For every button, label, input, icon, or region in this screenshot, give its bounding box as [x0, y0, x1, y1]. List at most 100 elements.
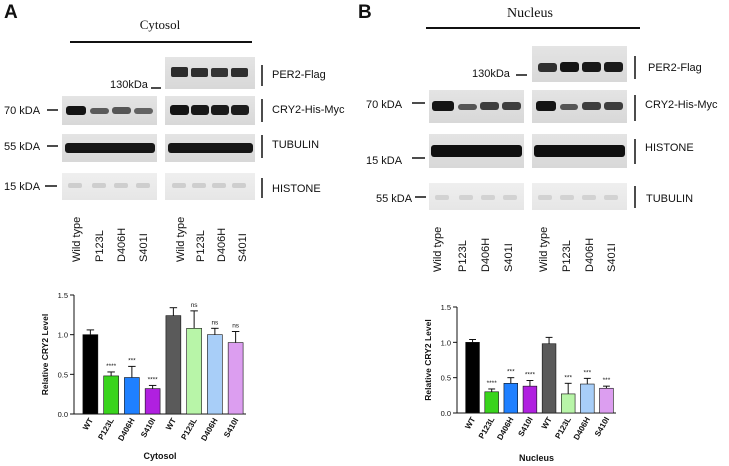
- significance-label: ***: [507, 369, 515, 376]
- significance-label: ****: [106, 363, 117, 370]
- x-tick-label: P123L: [553, 415, 573, 440]
- panel-a-cry2-label: CRY2-His-Myc: [272, 104, 345, 116]
- bar: [144, 388, 161, 415]
- panel-b-histone-label: HISTONE: [645, 142, 694, 154]
- panel-b-letter: B: [358, 2, 372, 23]
- x-tick-label: WT: [463, 415, 477, 430]
- panel-a-tubulin-bands: [65, 143, 253, 153]
- significance-label: ***: [564, 374, 572, 381]
- bar: [103, 375, 119, 415]
- x-tick-label: P123L: [477, 415, 497, 440]
- bar: [503, 383, 518, 414]
- panel-a-cry2-bands: [66, 105, 249, 115]
- panel-a-histone-label: HISTONE: [272, 183, 321, 195]
- x-axis-label: Cytosol: [143, 451, 176, 461]
- panel-b-per2-label: PER2-Flag: [648, 62, 702, 74]
- bar: [465, 342, 480, 414]
- significance-label: ***: [603, 377, 611, 384]
- x-tick-label: S410I: [516, 416, 534, 439]
- bar: [541, 343, 557, 414]
- x-tick-label: S410I: [593, 416, 611, 439]
- bar: [124, 377, 140, 415]
- panel-b-130-marker: 130kDa: [472, 68, 511, 80]
- significance-label: ns: [191, 302, 199, 309]
- significance-label: ***: [584, 369, 592, 376]
- panel-a-per2-label: PER2-Flag: [272, 69, 326, 81]
- x-tick-label: P123L: [96, 416, 116, 441]
- x-tick-label: P123L: [179, 416, 199, 441]
- panel-b-per2-bands: [538, 62, 623, 72]
- panel-b-cry2-bands: [432, 101, 623, 111]
- lane-label: P123L: [94, 230, 106, 262]
- bar: [165, 315, 182, 415]
- panel-a-15-marker: 15 kDA: [4, 181, 41, 193]
- significance-label: ns: [232, 322, 240, 329]
- lane-label: S401I: [138, 233, 150, 262]
- lane-label: P123L: [195, 230, 207, 262]
- y-tick-label: 0.5: [58, 370, 68, 379]
- panel-b-cry2-label: CRY2-His-Myc: [645, 99, 718, 111]
- panel-a-55-marker: 55 kDA: [4, 141, 41, 153]
- y-tick-label: 0.0: [58, 410, 68, 419]
- panel-a-histone-bands: [68, 183, 246, 188]
- panel-b-histone-bands: [431, 145, 625, 157]
- lane-label: D406H: [116, 228, 128, 262]
- lane-label: D406H: [480, 238, 492, 272]
- lane-label: P123L: [457, 240, 469, 272]
- lane-label: Wild type: [71, 217, 83, 262]
- x-tick-label: D406H: [116, 416, 136, 442]
- significance-label: ****: [148, 376, 159, 383]
- lane-label: D406H: [584, 238, 596, 272]
- x-tick-label: D406H: [572, 415, 592, 441]
- panel-b-tubulin-label: TUBULIN: [646, 193, 693, 205]
- panel-b-compartment-title: Nucleus: [507, 6, 553, 21]
- panel-a-blots: A Cytosol PER2-Flag 130kDa 70 kDA: [4, 2, 345, 262]
- panel-a-lane-labels: Wild type P123L D406H S401I Wild type P1…: [71, 217, 249, 262]
- panel-b-15-marker: 15 kDA: [366, 155, 403, 167]
- y-tick-label: 0.0: [441, 409, 451, 418]
- x-tick-label: WT: [164, 416, 178, 431]
- bar: [522, 385, 538, 414]
- bar: [599, 387, 614, 414]
- bar: [227, 342, 244, 415]
- y-tick-label: 1.0: [441, 338, 451, 347]
- x-tick-label: WT: [540, 415, 554, 430]
- y-tick-label: 1.0: [58, 331, 68, 340]
- bar: [186, 328, 202, 415]
- x-tick-label: D406H: [495, 415, 515, 441]
- bar: [484, 391, 499, 414]
- lane-label: S401I: [503, 243, 515, 272]
- cytosol-bar-chart: 0.0 0.5 1.0 1.5 Relative CRY2 Level WT **** P12…: [40, 291, 246, 461]
- lane-label: S401I: [237, 233, 249, 262]
- y-axis-label: Relative CRY2 Level: [40, 314, 50, 395]
- significance-label: ***: [128, 357, 136, 364]
- panel-b-lane-labels: Wild type P123L D406H S401I Wild type P1…: [432, 227, 618, 272]
- significance-label: ns: [211, 319, 219, 326]
- panel-a-tubulin-label: TUBULIN: [272, 139, 319, 151]
- x-tick-label: D406H: [199, 416, 219, 442]
- y-tick-label: 1.5: [58, 291, 68, 300]
- significance-label: ****: [525, 371, 536, 378]
- x-tick-label: WT: [81, 416, 95, 431]
- nucleus-bar-chart: 0.0 0.5 1.0 1.5 Relative CRY2 Level WT **** P12…: [423, 303, 616, 463]
- bar: [207, 334, 223, 415]
- x-tick-label: S410I: [139, 417, 157, 440]
- x-tick-label: S410I: [222, 417, 240, 440]
- panel-b-blots: B Nucleus PER2-Flag 130kDa 70 kDA: [358, 2, 718, 272]
- lane-label: Wild type: [432, 227, 444, 272]
- panel-b-55-marker: 55 kDA: [376, 193, 413, 205]
- y-tick-label: 0.5: [441, 374, 451, 383]
- significance-label: ****: [487, 380, 498, 387]
- lane-label: D406H: [216, 228, 228, 262]
- panel-a-letter: A: [4, 2, 18, 23]
- y-tick-label: 1.5: [441, 303, 451, 312]
- lane-label: P123L: [561, 240, 573, 272]
- lane-label: Wild type: [538, 227, 550, 272]
- panel-a-130-marker: 130kDa: [110, 79, 149, 91]
- y-axis-label: Relative CRY2 Level: [423, 319, 433, 400]
- x-axis-label: Nucleus: [519, 453, 554, 463]
- panel-a-compartment-title: Cytosol: [140, 17, 181, 32]
- lane-label: Wild type: [175, 217, 187, 262]
- bar: [561, 393, 576, 414]
